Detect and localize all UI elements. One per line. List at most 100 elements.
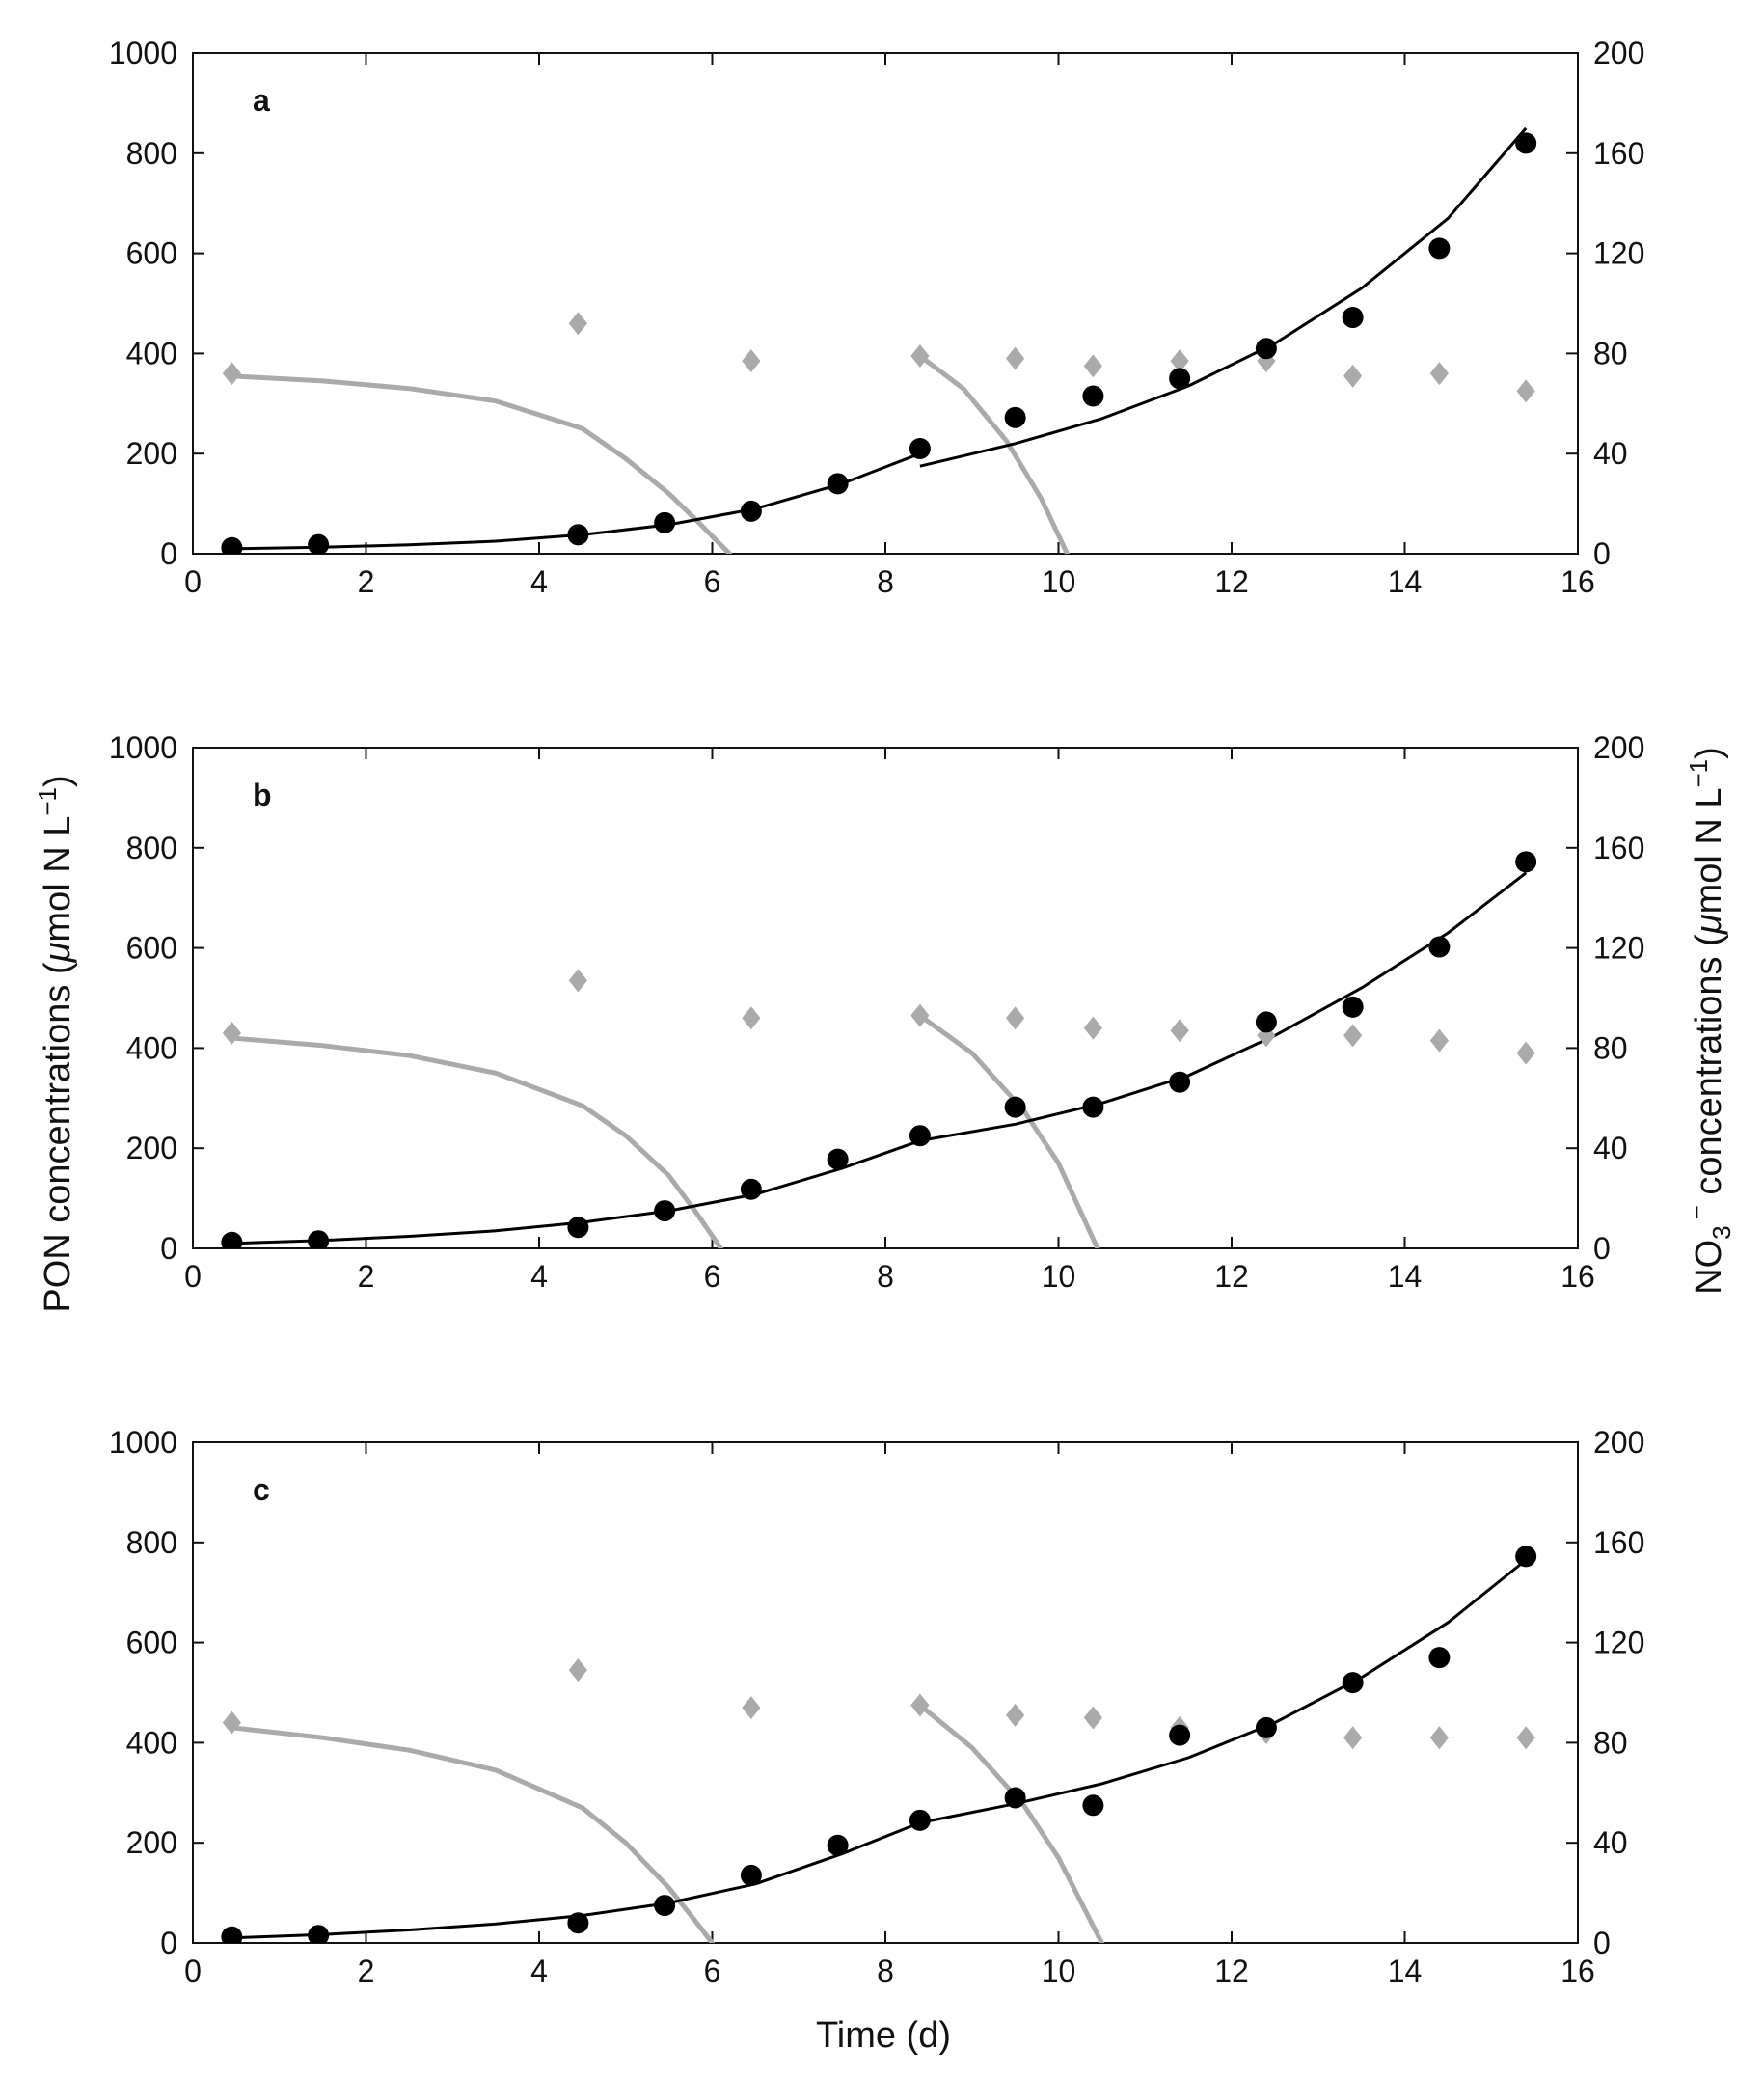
pon-point — [1169, 1071, 1191, 1093]
y-left-tick-label: 0 — [160, 1231, 177, 1266]
y-right-tick-label: 0 — [1593, 1926, 1611, 1960]
x-tick-label: 8 — [877, 564, 894, 599]
pon-point — [567, 1912, 589, 1934]
pon-point — [909, 438, 931, 460]
no3-model-line — [917, 1703, 1104, 1943]
y-left-tick-label: 600 — [126, 1626, 177, 1660]
panel-label: b — [253, 778, 272, 812]
no3-point — [910, 1693, 930, 1717]
x-tick-label: 16 — [1560, 564, 1595, 599]
x-tick-label: 0 — [184, 564, 202, 599]
pon-point — [221, 536, 243, 554]
y-right-title-sup: −1 — [1684, 759, 1713, 788]
plot-area — [221, 851, 1537, 1248]
pon-point — [1169, 1724, 1191, 1746]
y-right-tick-label: 120 — [1593, 236, 1644, 271]
y-left-tick-label: 400 — [126, 1725, 177, 1760]
x-tick-label: 6 — [704, 1259, 721, 1294]
x-tick-label: 16 — [1560, 1259, 1595, 1294]
pon-point — [1342, 307, 1364, 329]
no3-point — [1343, 364, 1363, 388]
pon-point — [1515, 851, 1537, 873]
y-right-title-sup-minus: − — [1682, 1205, 1711, 1219]
no3-point — [1006, 346, 1025, 370]
y-right-tick-label: 80 — [1593, 1725, 1628, 1760]
pon-point — [827, 1834, 849, 1856]
x-tick-label: 14 — [1388, 564, 1423, 599]
y-left-tick-label: 1000 — [109, 730, 177, 765]
y-left-title-rest: mol N L — [38, 816, 78, 943]
no3-point — [568, 969, 587, 993]
x-tick-label: 16 — [1560, 1954, 1595, 1988]
pon-point — [1428, 237, 1451, 260]
y-left-title-sup: −1 — [33, 787, 62, 816]
no3-point — [742, 1006, 761, 1030]
x-tick-label: 4 — [530, 1259, 548, 1294]
chart-panel-c: 0 2 4 6 8 10 12 14 16020040060080010000408012016… — [109, 1425, 1645, 1988]
no3-point — [568, 1658, 587, 1682]
y-axis-right-title: NO3 − concentrations (μmol N L−1) — [1682, 747, 1736, 1295]
pon-point — [654, 1895, 676, 1917]
x-tick-label: 0 — [184, 1259, 202, 1294]
pon-point — [1004, 1787, 1026, 1809]
no3-point — [1516, 379, 1535, 403]
x-tick-label: 2 — [358, 1954, 375, 1988]
pon-point — [909, 1809, 931, 1831]
pon-model-line — [231, 1558, 1528, 1940]
no3-model-line — [229, 1725, 715, 1943]
x-tick-label: 6 — [704, 1954, 721, 1988]
y-right-tick-label: 80 — [1593, 336, 1628, 370]
chart-panel-a: 0 2 4 6 8 10 12 14 16020040060080010000408012016… — [109, 36, 1645, 599]
panel-label: c — [253, 1472, 270, 1507]
no3-point — [1083, 1016, 1102, 1040]
x-tick-label: 12 — [1214, 1259, 1249, 1294]
x-tick-label: 12 — [1214, 564, 1249, 599]
pon-point — [308, 1230, 330, 1248]
no3-point — [1429, 1028, 1449, 1053]
no3-point — [910, 1003, 930, 1027]
no3-point — [1429, 1726, 1449, 1750]
y-left-tick-label: 0 — [160, 1926, 177, 1960]
no3-point — [1516, 1726, 1535, 1750]
x-tick-label: 2 — [358, 564, 375, 599]
y-left-title-main: PON concentrations ( — [38, 962, 78, 1313]
y-right-tick-label: 120 — [1593, 931, 1644, 966]
y-left-title-mu: μ — [38, 942, 78, 963]
x-axis-title: Time (d) — [816, 2015, 951, 2056]
chart-panel-b: 0 2 4 6 8 10 12 14 16020040060080010000408012016… — [109, 730, 1645, 1294]
no3-point — [1343, 1024, 1363, 1048]
pon-point — [1255, 338, 1277, 360]
y-left-tick-label: 1000 — [109, 1425, 177, 1460]
x-tick-label: 10 — [1042, 1259, 1076, 1294]
no3-point — [1516, 1041, 1535, 1065]
no3-model-line — [229, 1035, 723, 1248]
y-left-tick-label: 600 — [126, 236, 177, 271]
y-left-tick-label: 600 — [126, 931, 177, 966]
pon-point — [1082, 1794, 1104, 1817]
x-tick-label: 10 — [1042, 1954, 1076, 1988]
y-right-tick-label: 160 — [1593, 831, 1644, 865]
no3-point — [1429, 362, 1449, 386]
y-left-tick-label: 1000 — [109, 36, 177, 70]
no3-point — [1343, 1726, 1363, 1750]
pon-point — [1255, 1716, 1277, 1738]
pon-point — [1428, 1647, 1451, 1669]
y-right-title-rest: concentrations ( — [1689, 934, 1729, 1205]
y-right-tick-label: 40 — [1593, 1131, 1628, 1165]
plot-area — [221, 126, 1537, 554]
y-left-tick-label: 0 — [160, 536, 177, 571]
pon-point — [567, 524, 589, 546]
y-left-tick-label: 200 — [126, 1825, 177, 1860]
y-right-tick-label: 40 — [1593, 436, 1628, 471]
x-tick-label: 14 — [1388, 1954, 1423, 1988]
x-tick-label: 14 — [1388, 1259, 1423, 1294]
pon-point — [909, 1125, 931, 1147]
no3-point — [742, 1696, 761, 1720]
pon-point — [1255, 1011, 1277, 1033]
pon-point — [1515, 132, 1537, 154]
y-right-tick-label: 160 — [1593, 136, 1644, 171]
pon-point — [1004, 1096, 1026, 1118]
plot-area — [221, 1546, 1537, 1943]
y-right-tick-label: 80 — [1593, 1030, 1628, 1065]
